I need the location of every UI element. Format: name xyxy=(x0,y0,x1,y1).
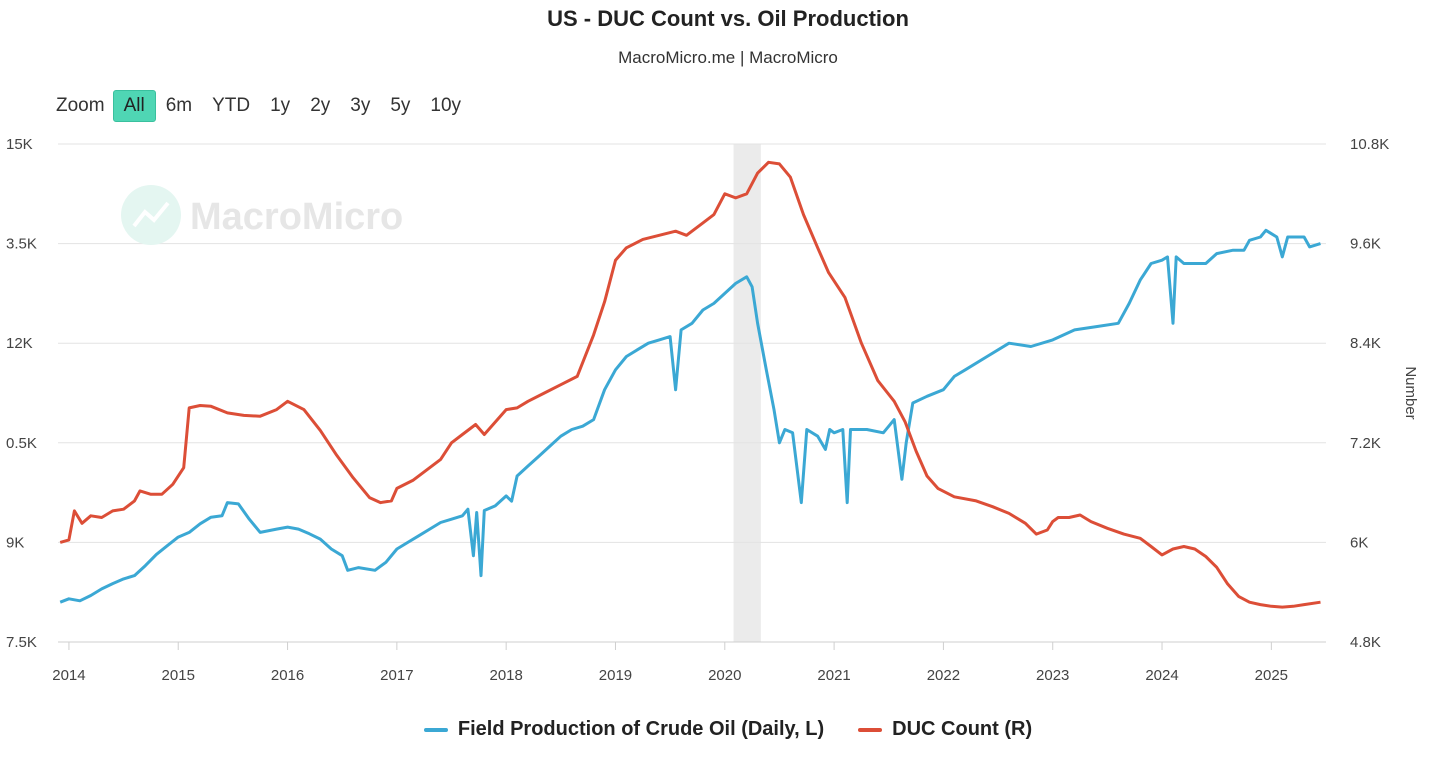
zoom-6m-button[interactable]: 6m xyxy=(156,91,202,121)
chart-title: US - DUC Count vs. Oil Production xyxy=(547,6,909,31)
right-tick-label: 7.2K xyxy=(1350,435,1381,452)
left-tick-label: 15K xyxy=(6,136,33,153)
duc-count-line xyxy=(59,160,1321,609)
zoom-10y-button[interactable]: 10y xyxy=(420,91,471,121)
zoom-2y-button[interactable]: 2y xyxy=(300,91,340,121)
legend-swatch-duc xyxy=(858,727,883,732)
chart-area: MacroMicro 7.5K 4.8K 9K 6K 0.5K 7.2K 12K 8.4K 3.… xyxy=(6,136,1419,684)
legend: Field Production of Crude Oil (Daily, L)… xyxy=(0,718,1456,741)
left-tick-label: 0.5K xyxy=(6,435,37,452)
production-line xyxy=(59,228,1321,604)
x-tick-label: 2018 xyxy=(489,667,522,684)
watermark: MacroMicro xyxy=(121,185,403,245)
right-axis-title: Number xyxy=(1402,366,1419,419)
x-tick-label: 2020 xyxy=(708,667,741,684)
x-tick-label: 2021 xyxy=(817,667,850,684)
x-tick-label: 2016 xyxy=(271,667,304,684)
chart-subtitle: MacroMicro.me | MacroMicro xyxy=(618,48,838,67)
x-tick-label: 2017 xyxy=(380,667,413,684)
left-tick-label: 12K xyxy=(6,335,33,352)
right-tick-label: 6K xyxy=(1350,534,1368,551)
legend-label-production: Field Production of Crude Oil (Daily, L) xyxy=(457,718,825,740)
recession-shade xyxy=(733,144,761,642)
right-tick-label: 8.4K xyxy=(1350,335,1381,352)
x-tick-label: 2015 xyxy=(162,667,195,684)
x-tick-label: 2023 xyxy=(1036,667,1069,684)
right-tick-label: 10.8K xyxy=(1350,136,1389,153)
left-tick-label: 9K xyxy=(6,534,24,551)
zoom-1y-button[interactable]: 1y xyxy=(260,91,300,121)
watermark-chart-icon xyxy=(132,201,170,228)
zoom-3y-button[interactable]: 3y xyxy=(340,91,380,121)
zoom-all-button[interactable]: All xyxy=(112,90,156,122)
x-tick-label: 2019 xyxy=(599,667,632,684)
watermark-text: MacroMicro xyxy=(190,196,403,238)
legend-label-duc: DUC Count (R) xyxy=(892,718,1033,740)
x-tick-label: 2024 xyxy=(1145,667,1178,684)
legend-item-duc[interactable]: DUC Count (R) xyxy=(858,718,1032,741)
left-tick-label: 7.5K xyxy=(6,634,37,651)
zoom-bar: Zoom All 6m YTD 1y 2y 3y 5y 10y xyxy=(56,90,471,122)
left-tick-label: 3.5K xyxy=(6,236,37,253)
x-tick-label: 2025 xyxy=(1255,667,1288,684)
legend-swatch-production xyxy=(423,727,448,732)
x-tick-label: 2014 xyxy=(52,667,85,684)
legend-item-production[interactable]: Field Production of Crude Oil (Daily, L) xyxy=(423,718,825,741)
zoom-label: Zoom xyxy=(56,95,105,116)
x-tick-label: 2022 xyxy=(927,667,960,684)
zoom-5y-button[interactable]: 5y xyxy=(380,91,420,121)
right-tick-label: 9.6K xyxy=(1350,236,1381,253)
right-tick-label: 4.8K xyxy=(1350,634,1381,651)
zoom-ytd-button[interactable]: YTD xyxy=(202,91,260,121)
